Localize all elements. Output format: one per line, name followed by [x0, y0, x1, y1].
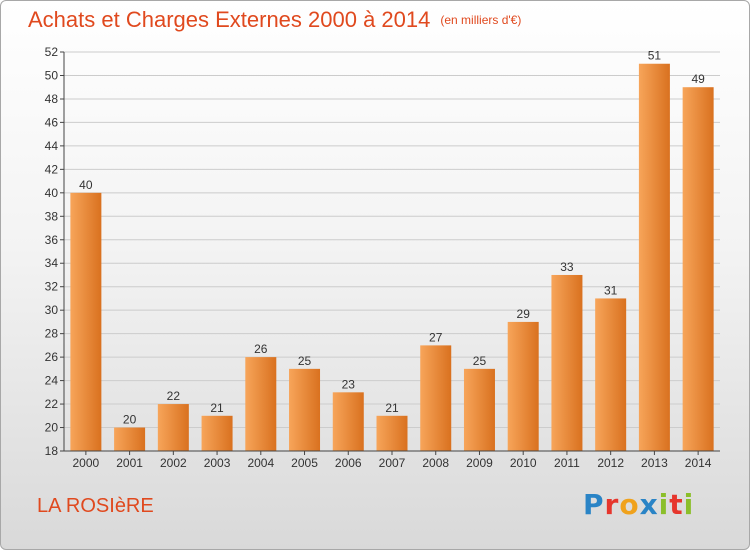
y-tick-label: 52 — [45, 45, 59, 59]
x-tick-label: 2013 — [641, 456, 668, 470]
logo-letter: x — [639, 488, 659, 521]
bar-value-label: 23 — [342, 377, 356, 391]
x-tick-label: 2000 — [73, 456, 100, 470]
bar-2005 — [289, 368, 321, 451]
y-tick-label: 42 — [45, 162, 59, 176]
chart-subtitle: (en milliers d'€) — [440, 13, 522, 27]
x-tick-label: 2008 — [422, 456, 449, 470]
y-tick-label: 32 — [45, 280, 59, 294]
bar-value-label: 21 — [210, 401, 224, 415]
logo-letter: r — [604, 488, 620, 521]
y-tick-label: 24 — [45, 374, 59, 388]
y-tick-label: 50 — [45, 68, 59, 82]
y-tick-label: 18 — [45, 444, 59, 458]
bar-value-label: 22 — [167, 389, 181, 403]
x-tick-label: 2014 — [685, 456, 712, 470]
y-tick-label: 38 — [45, 209, 59, 223]
logo-letter: i — [683, 488, 695, 521]
y-tick-label: 26 — [45, 350, 59, 364]
chart-title: Achats et Charges Externes 2000 à 2014 (e… — [28, 7, 521, 33]
bar-value-label: 25 — [473, 354, 487, 368]
x-tick-label: 2004 — [247, 456, 274, 470]
bar-2011 — [551, 274, 583, 451]
bars — [70, 63, 714, 452]
x-tick-label: 2012 — [597, 456, 624, 470]
bar-value-label: 51 — [648, 49, 662, 63]
y-tick-label: 34 — [45, 256, 59, 270]
bar-value-label: 33 — [560, 260, 574, 274]
logo-letter: t — [669, 488, 684, 521]
labels: 18 20 22 24 26 28 30 32 34 36 38 40 42 44 46 48 50 52 40 20… — [45, 45, 712, 470]
y-tick-label: 22 — [45, 397, 59, 411]
bar-value-label: 40 — [79, 178, 93, 192]
bar-2014 — [682, 87, 714, 452]
x-tick-label: 2007 — [379, 456, 406, 470]
commune-name: LA ROSIèRE — [37, 495, 154, 517]
bar-2008 — [420, 345, 452, 451]
bar-value-label: 25 — [298, 354, 312, 368]
y-tick-label: 20 — [45, 421, 59, 435]
bar-value-label: 31 — [604, 283, 618, 297]
bar-2009 — [463, 368, 495, 451]
bar-2003 — [201, 415, 233, 451]
chart-title-text: Achats et Charges Externes 2000 à 2014 — [28, 7, 431, 32]
bar-value-label: 29 — [517, 307, 531, 321]
x-tick-label: 2010 — [510, 456, 537, 470]
bar-value-label: 49 — [691, 72, 705, 86]
x-tick-label: 2009 — [466, 456, 493, 470]
bar-2006 — [332, 392, 364, 451]
logo-letter: i — [658, 488, 670, 521]
y-tick-label: 46 — [45, 115, 59, 129]
bar-2010 — [507, 321, 539, 451]
y-tick-label: 40 — [45, 186, 59, 200]
y-tick-label: 30 — [45, 303, 59, 317]
x-tick-label: 2003 — [204, 456, 231, 470]
y-tick-label: 36 — [45, 233, 59, 247]
bar-2002 — [157, 404, 189, 451]
bar-2012 — [595, 298, 627, 451]
x-tick-label: 2001 — [116, 456, 143, 470]
axes — [60, 51, 720, 455]
logo-letter: P — [583, 488, 605, 521]
bar-value-label: 27 — [429, 330, 443, 344]
bar-value-label: 21 — [385, 401, 399, 415]
proxiti-logo: Proxiti — [583, 488, 694, 521]
y-tick-label: 44 — [45, 139, 59, 153]
bar-2000 — [70, 192, 102, 451]
logo-letter: o — [619, 488, 640, 521]
x-tick-label: 2005 — [291, 456, 318, 470]
x-tick-label: 2002 — [160, 456, 187, 470]
y-tick-label: 28 — [45, 327, 59, 341]
bar-value-label: 26 — [254, 342, 268, 356]
bar-2013 — [638, 63, 670, 452]
x-tick-label: 2011 — [554, 456, 580, 470]
bar-2004 — [245, 357, 277, 451]
bar-2001 — [114, 427, 146, 451]
bar-2007 — [376, 415, 408, 451]
y-tick-label: 48 — [45, 92, 59, 106]
x-tick-label: 2006 — [335, 456, 362, 470]
bar-value-label: 20 — [123, 413, 137, 427]
